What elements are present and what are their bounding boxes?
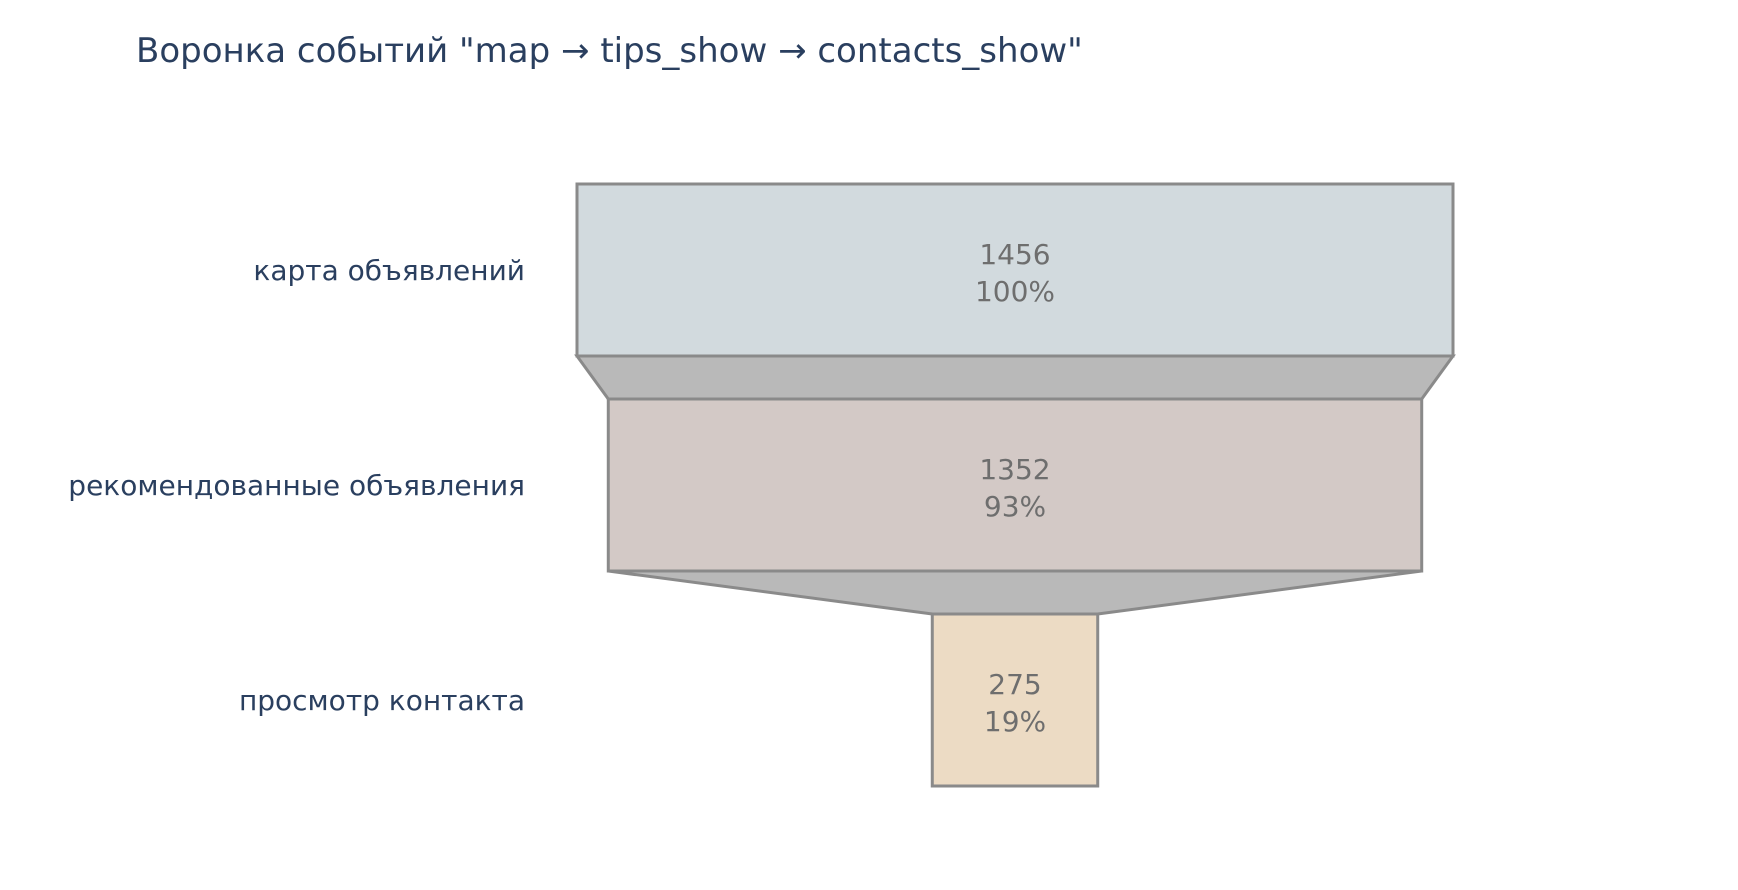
stage-value: 1352 <box>979 453 1050 486</box>
funnel-bar[interactable] <box>606 397 1424 573</box>
stage-label: просмотр контакта <box>239 684 525 717</box>
stage-label: рекомендованные объявления <box>68 469 525 502</box>
stage-labels: карта объявлений рекомендованные объявлен… <box>68 254 525 717</box>
stage-percent: 93% <box>984 490 1046 523</box>
stage-value: 1456 <box>979 238 1050 271</box>
stage-percent: 100% <box>975 275 1055 308</box>
chart-title: Воронка событий "map → tips_show → conta… <box>136 31 1083 71</box>
funnel-connector <box>608 569 1422 616</box>
stage-percent: 19% <box>984 705 1046 738</box>
funnel-bar[interactable] <box>930 612 1100 788</box>
stage-label: карта объявлений <box>253 254 525 287</box>
funnel-bar[interactable] <box>575 182 1455 358</box>
stage-value: 275 <box>988 668 1041 701</box>
value-labels: 1456 100% 1352 93% 275 19% <box>975 238 1055 738</box>
funnel-connector <box>574 354 1456 401</box>
funnel-bars <box>575 182 1455 788</box>
